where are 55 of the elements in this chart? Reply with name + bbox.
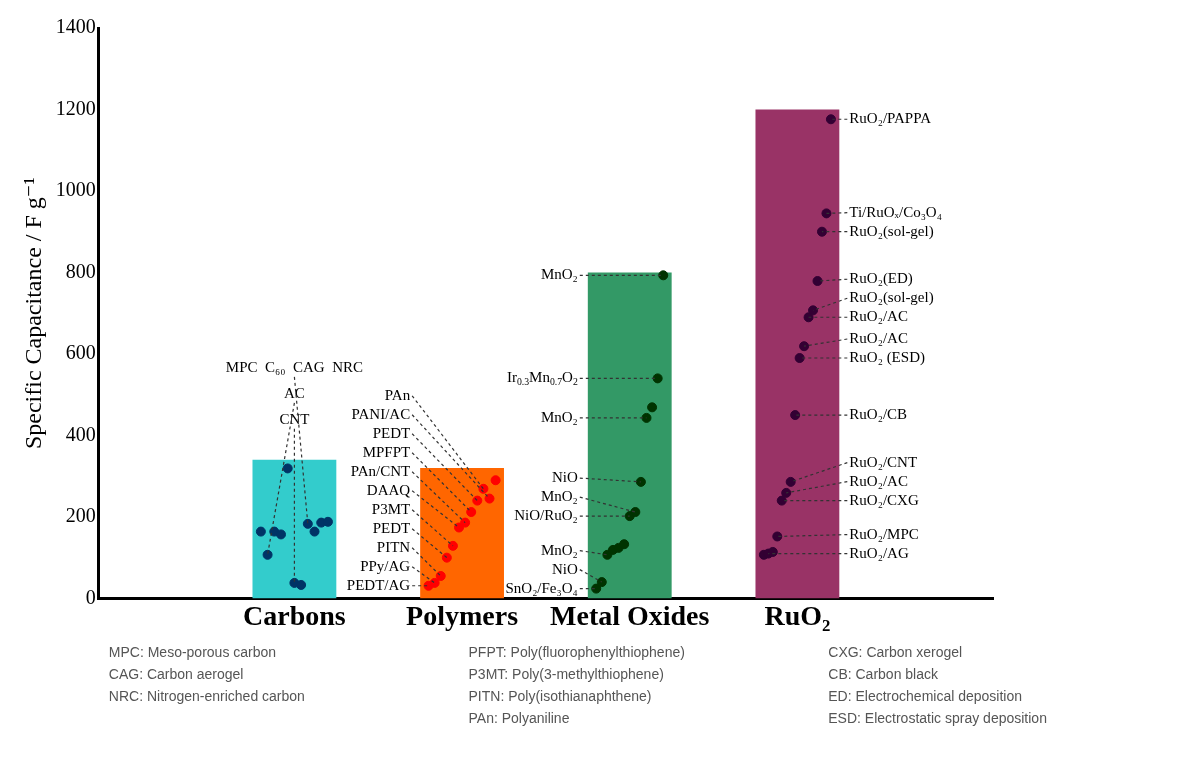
data-label: DAAQ <box>366 481 411 498</box>
y-tick-label: 0 <box>85 585 96 608</box>
data-label: RuO₂(sol-gel) <box>849 222 934 240</box>
data-label: RuO₂/AG <box>849 544 909 561</box>
data-label: AC <box>283 384 305 401</box>
data-label: PPy/AG <box>360 557 411 574</box>
data-label: MnO₂ <box>540 266 578 283</box>
y-tick-label: 1000 <box>55 178 96 201</box>
data-label: PAn/CNT <box>350 462 411 479</box>
x-tick-label: Carbons <box>243 600 346 632</box>
text: MPC: Meso-porous carbon CAG: Carbon aerogel NRC: Nitrogen-enriched carbon <box>108 644 305 705</box>
y-axis-title: Specific Capacitance / F g⁻¹ <box>19 177 46 450</box>
data-label: RuO₂(ED) <box>849 270 913 288</box>
data-label: RuO₂/AC <box>849 472 908 489</box>
y-tick-label: 1400 <box>55 15 96 38</box>
bar <box>587 272 672 599</box>
y-tick-label: 400 <box>65 422 96 445</box>
data-label: MnO₂ <box>540 541 578 558</box>
data-label: NiO <box>551 560 578 577</box>
data-label: MPC C₆₀ CAG NRC <box>225 358 363 375</box>
y-tick-label: 200 <box>65 504 96 527</box>
data-label: SnO₂/Fe₃O₄ <box>505 579 578 596</box>
data-label: NiO <box>551 469 578 486</box>
text: PFPT: Poly(fluorophenylthiophene) P3MT: Poly(3-methylthiophene) PITN: Poly(isothianaphthene) PAn: Polyaniline <box>468 644 685 727</box>
y-tick-label: 600 <box>65 341 96 364</box>
data-label: RuO₂/CB <box>849 405 908 422</box>
data-label: RuO₂/MPC <box>849 525 919 542</box>
data-label: RuO₂/AC <box>849 308 908 325</box>
data-label: PITN <box>376 538 411 555</box>
data-label: PANI/AC <box>351 405 411 422</box>
data-label: RuO₂/PAPPA <box>849 110 932 127</box>
data-label: RuO₂/CXG <box>849 491 919 508</box>
data-label: MnO₂ <box>540 408 578 425</box>
bar <box>252 459 337 599</box>
y-tick-label: 1200 <box>55 96 96 119</box>
data-label: PEDT/AG <box>346 576 411 593</box>
data-label: RuO₂/CNT <box>849 453 918 470</box>
bar <box>755 109 840 599</box>
data-label: P3MT <box>371 500 411 517</box>
y-tick-label: 800 <box>65 259 96 282</box>
data-label: MPFPT <box>362 443 411 460</box>
data-label: PEDT <box>372 424 411 441</box>
data-label: CNT <box>279 410 310 427</box>
data-label: NiO/RuO₂ <box>514 507 578 524</box>
data-label: RuO₂(sol-gel) <box>849 289 934 307</box>
x-tick-label: RuO₂ <box>764 600 831 632</box>
x-tick-label: Metal Oxides <box>550 600 710 632</box>
data-label: RuO₂/AC <box>849 329 908 346</box>
text: CXG: Carbon xerogel CB: Carbon black ED: Electrochemical deposition ESD: Electrostatic spray deposition <box>828 644 1047 727</box>
x-tick-label: Polymers <box>406 600 519 632</box>
data-label: MnO₂ <box>540 488 578 505</box>
data-label: RuO₂ (ESD) <box>849 348 925 366</box>
data-label: PAn <box>384 386 411 403</box>
data-label: PEDT <box>372 519 411 536</box>
data-label: Ti/RuOₓ/Co₃O₄ <box>849 203 942 220</box>
